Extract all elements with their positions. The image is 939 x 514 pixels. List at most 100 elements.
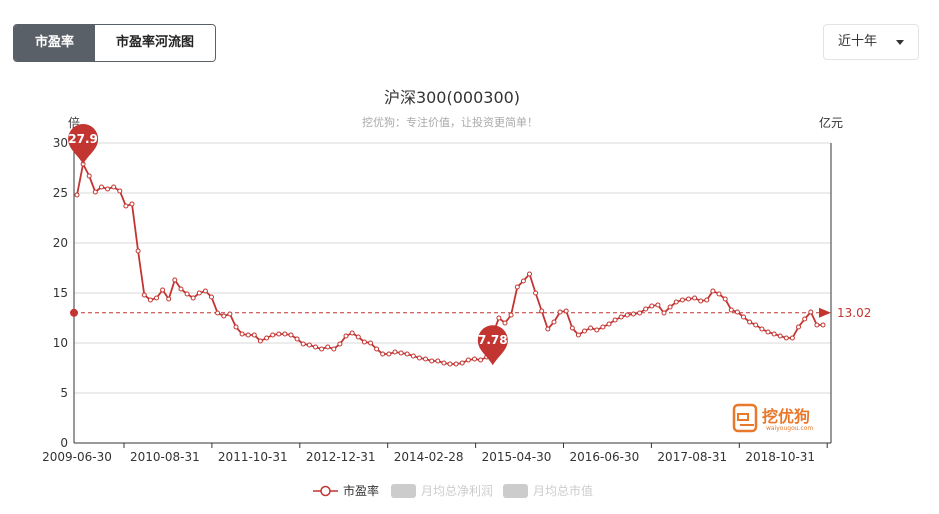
pe-point [325,344,331,350]
pe-point [74,192,80,198]
y-axis-left-label: 倍 [68,115,80,130]
pe-point [435,358,441,364]
pe-point [441,360,447,366]
pe-point [429,358,435,364]
markpoint-label: 7.78 [478,333,508,347]
pe-point [343,333,349,339]
pe-point [533,290,539,296]
pe-point [820,322,826,328]
markpoint-pin: 27.9 [68,124,99,164]
pe-point [202,288,208,294]
chart-title: 沪深300(000300) [384,88,520,107]
pe-point [147,297,153,303]
pe-point [624,312,630,318]
pe-point [282,331,288,337]
pe-point [747,319,753,325]
pe-point [423,356,428,362]
pe-point [99,184,104,190]
pe-point [184,291,190,297]
pe-point [771,331,777,337]
pe-point [630,311,636,317]
y-tick-label: 15 [53,286,68,300]
legend-label: 月均总市值 [533,483,593,498]
pe-point [545,326,551,332]
x-tick-label: 2014-02-28 [394,450,464,464]
caret-down-icon [896,40,904,45]
x-tick-label: 2016-06-30 [570,450,640,464]
pe-point [710,288,716,294]
legend-label: 月均总净利润 [421,484,493,498]
pe-point [777,333,783,339]
pe-point [80,161,86,167]
watermark-subtext: waiyougou.com [766,425,813,432]
pe-point [123,203,129,209]
pe-point [306,342,312,348]
legend-item: 月均总市值 [503,483,593,498]
pe-point [606,321,612,327]
pe-point [527,271,532,277]
pe-point [520,278,526,284]
pe-point [783,335,789,341]
pe-point [374,346,380,352]
chart-subtitle: 挖优狗：专注价值，让投资更简单！ [362,115,538,129]
legend-marker-icon [320,485,331,497]
pe-point [331,346,337,352]
pe-point [172,277,178,283]
pe-point [655,302,661,308]
pe-point [814,322,820,328]
legend-label: 市盈率 [343,483,379,498]
pe-point [484,354,490,360]
pe-point [355,334,361,340]
pe-point [600,324,606,330]
pe-point [160,287,166,293]
pe-point [753,322,759,328]
y-tick-label: 20 [53,236,68,250]
x-tick-label: 2012-12-31 [306,450,376,464]
pe-point [416,355,422,361]
watermark-text: 挖优狗 [762,407,810,426]
pe-point [575,332,581,338]
pe-point [410,353,416,359]
pe-point [105,186,111,192]
pe-point [686,296,691,302]
pe-point [92,189,98,195]
pe-point [802,316,808,322]
pe-point [459,360,465,366]
pe-point [569,325,575,331]
y-tick-label: 10 [53,336,68,350]
tab-pe-river[interactable]: 市盈率河流图 [95,25,216,61]
pe-point [361,339,367,345]
time-range-value: 近十年 [838,34,878,49]
y-tick-label: 30 [53,136,68,150]
pe-point [288,332,294,338]
pe-point [245,332,251,338]
pe-point [398,350,404,356]
tab-pe-ratio[interactable]: 市盈率 [14,25,96,61]
pe-point [496,315,502,321]
pe-point [514,284,520,290]
y-tick-label: 5 [60,386,68,400]
pe-point [563,308,569,314]
pe-point [551,319,557,325]
pe-point [490,331,496,337]
pe-point [135,248,141,254]
pe-point [692,295,698,301]
pe-point [728,307,734,313]
pe-point [386,351,392,357]
pe-point [673,299,679,305]
pe-point [257,338,263,344]
pe-point [239,331,245,337]
markpoint-shape [68,124,99,164]
pe-point [294,336,300,342]
pe-point [141,292,147,298]
x-tick-label: 2011-10-31 [218,450,288,464]
pe-point [300,341,306,347]
pe-point [679,297,685,303]
legend-box-icon [503,484,528,498]
pe-point [698,298,704,304]
pe-point [111,184,117,190]
markpoint-shape [477,325,508,366]
pe-point [196,290,202,296]
pe-point [765,329,771,335]
time-range-select[interactable]: 近十年 [823,24,919,60]
